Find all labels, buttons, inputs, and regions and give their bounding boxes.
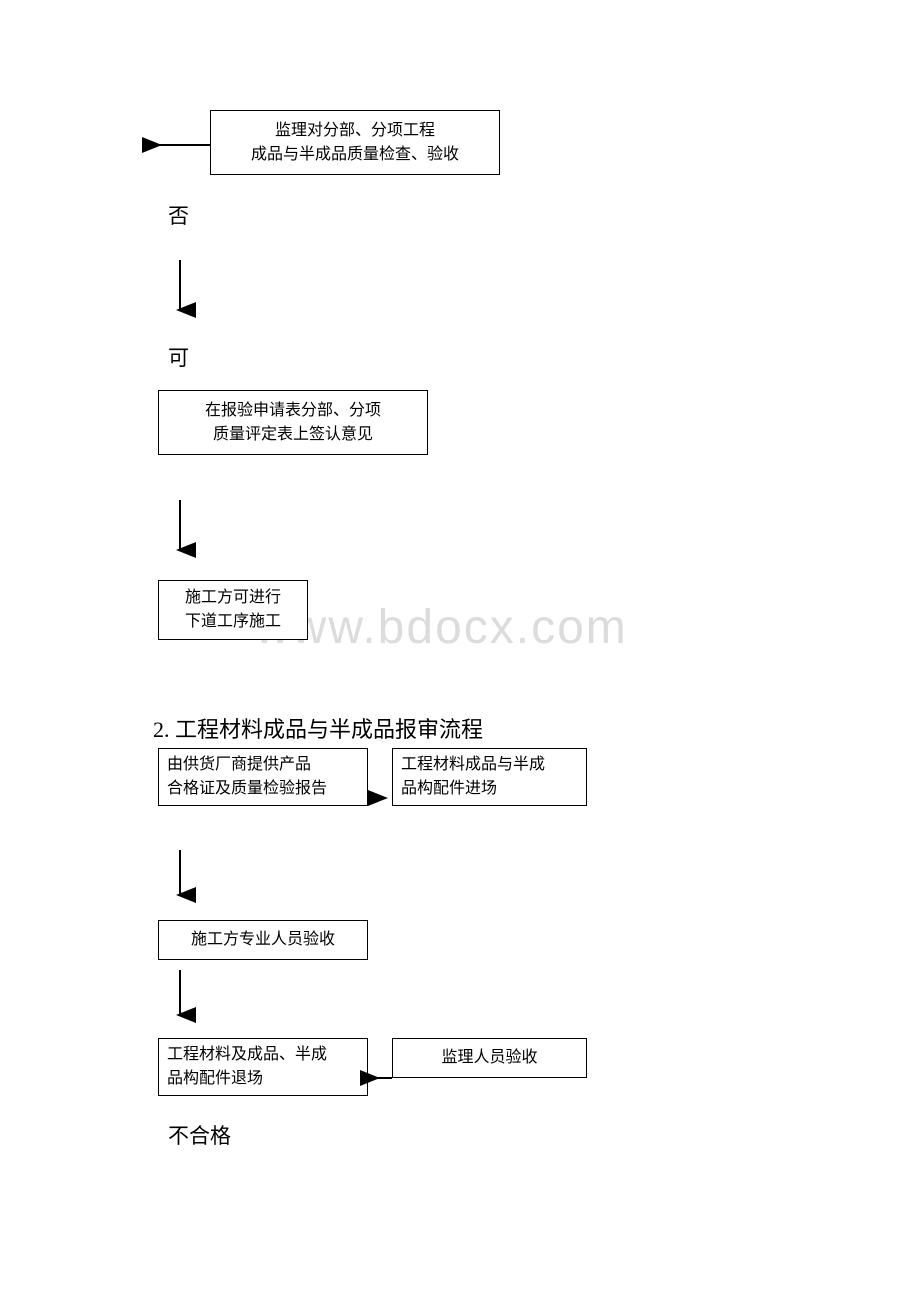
arrow-down-4: [175, 970, 185, 1025]
flow1-label-no: 否: [168, 200, 189, 230]
flow2-box-materials-in: 工程材料成品与半成 品构配件进场: [392, 748, 587, 806]
arrow-e-to-d: [368, 1073, 392, 1093]
flow2-boxE-line1: 监理人员验收: [441, 1046, 537, 1070]
flow1-box1-line1: 监理对分部、分项工程: [275, 119, 435, 143]
flow2-label-fail-text: 不合格: [168, 1124, 231, 1148]
flow2-boxD-line2: 品构配件退场: [167, 1067, 263, 1091]
flow2-boxD-line1: 工程材料及成品、半成: [167, 1043, 327, 1067]
flow2-label-fail: 不合格: [168, 1120, 231, 1150]
flow1-box-sign: 在报验申请表分部、分项 质量评定表上签认意见: [158, 390, 428, 455]
flow1-box1-line2: 成品与半成品质量检查、验收: [251, 143, 459, 167]
arrow-down-1: [175, 260, 185, 320]
flow1-label-yes-text: 可: [168, 346, 189, 370]
heading2-text: 2. 工程材料成品与半成品报审流程: [153, 717, 483, 742]
flow2-box-materials-out: 工程材料及成品、半成 品构配件退场: [158, 1038, 368, 1096]
watermark-text: www.bdocx.com: [255, 601, 628, 654]
flow2-box-supplier: 由供货厂商提供产品 合格证及质量检验报告: [158, 748, 368, 806]
flow2-box-supervisor-accept: 监理人员验收: [392, 1038, 587, 1078]
watermark: www.bdocx.com: [255, 600, 628, 655]
flow2-boxA-line1: 由供货厂商提供产品: [167, 753, 311, 777]
arrow-a-to-b: [368, 793, 392, 813]
flow2-boxC-line1: 施工方专业人员验收: [191, 928, 335, 952]
flow2-box-contractor-accept: 施工方专业人员验收: [158, 920, 368, 960]
arrow-box1-left: [150, 140, 210, 150]
section-heading-2: 2. 工程材料成品与半成品报审流程: [153, 712, 483, 744]
flow2-boxB-line2: 品构配件进场: [401, 777, 497, 801]
arrow-down-3: [175, 850, 185, 905]
flow1-box-inspection: 监理对分部、分项工程 成品与半成品质量检查、验收: [210, 110, 500, 175]
arrow-down-2: [175, 500, 185, 560]
flow1-box3-line1: 施工方可进行: [185, 586, 281, 610]
flow2-boxA-line2: 合格证及质量检验报告: [167, 777, 327, 801]
flow1-label-yes: 可: [168, 342, 189, 372]
flow1-box3-line2: 下道工序施工: [185, 610, 281, 634]
flow1-box2-line1: 在报验申请表分部、分项: [205, 399, 381, 423]
flow2-boxB-line1: 工程材料成品与半成: [401, 753, 545, 777]
flow1-box2-line2: 质量评定表上签认意见: [213, 423, 373, 447]
flow1-label-no-text: 否: [168, 204, 189, 228]
flow1-box-proceed: 施工方可进行 下道工序施工: [158, 580, 308, 640]
